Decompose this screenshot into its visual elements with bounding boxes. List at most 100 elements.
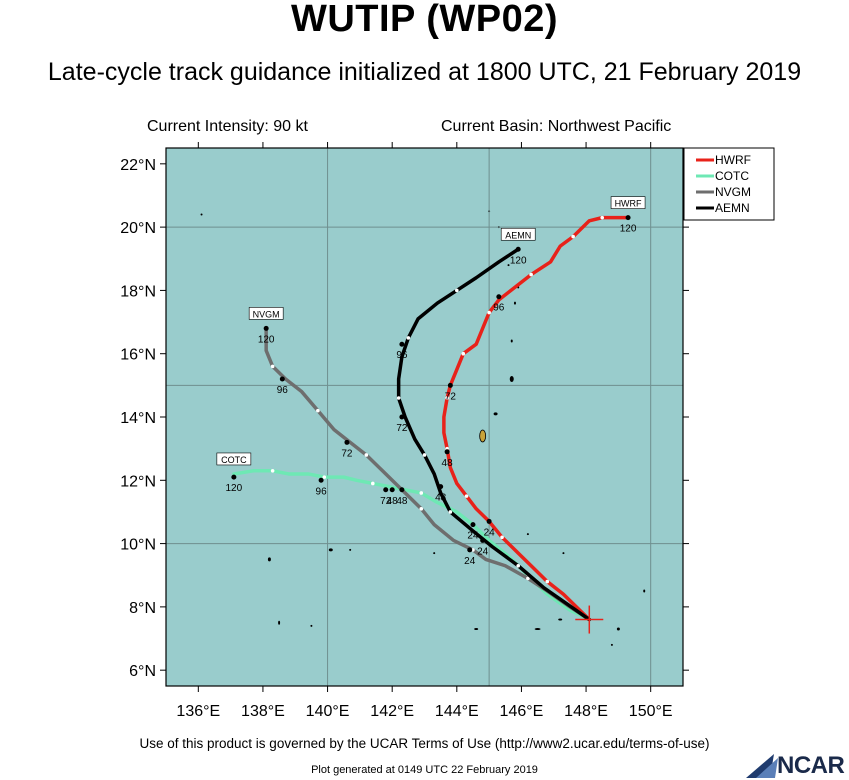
track-point-aemn [396, 396, 401, 400]
forecast-hour-label-nvgm: 48 [396, 496, 408, 507]
island-mark [534, 628, 541, 631]
forecast-hour-dot-cotc [470, 522, 476, 528]
forecast-hour-dot-hwrf [625, 215, 631, 221]
map-background [166, 148, 683, 686]
island-mark [310, 624, 313, 627]
forecast-hour-label-aemn: 120 [510, 255, 527, 266]
plot-generated-timestamp: Plot generated at 0149 UTC 22 February 2… [311, 764, 538, 776]
forecast-hour-dot-nvgm [467, 547, 473, 553]
legend-label-nvgm: NVGM [715, 185, 751, 199]
island-mark [267, 557, 271, 562]
track-point-hwrf [461, 351, 466, 356]
island-mark [616, 627, 620, 631]
x-tick-label: 142°E [370, 703, 414, 720]
end-label-aemn: AEMN [505, 230, 531, 240]
forecast-hour-dot-hwrf [486, 518, 492, 524]
land-layer [200, 210, 646, 646]
island-mark [610, 643, 613, 646]
forecast-hour-dot-aemn [399, 341, 405, 347]
forecast-hour-label-cotc: 24 [467, 531, 479, 542]
track-line-aemn [396, 247, 592, 622]
forecast-hour-dot-cotc [318, 477, 324, 483]
track-point-cotc [419, 491, 424, 495]
track-point-hwrf [487, 310, 491, 315]
island-mark [493, 412, 498, 416]
forecast-hour-label-hwrf: 120 [620, 224, 637, 235]
forecast-hour-label-hwrf: 48 [442, 458, 454, 469]
forecast-hour-dot-aemn [480, 537, 486, 543]
track-point-aemn [516, 563, 521, 568]
chart-subtitle: Late-cycle track guidance initialized at… [47, 58, 802, 86]
x-tick-label: 140°E [306, 703, 350, 720]
island-mark [526, 533, 529, 536]
island-mark [278, 620, 281, 625]
current-basin-label: Current Basin: Northwest Pacific [441, 118, 672, 135]
island-mark [328, 548, 333, 552]
end-label-box-aemn [500, 227, 536, 241]
forecast-hour-label-hwrf: 24 [484, 527, 496, 538]
end-label-nvgm: NVGM [253, 309, 280, 319]
forecast-hour-label-nvgm: 96 [277, 385, 289, 396]
track-point-cotc [270, 469, 275, 473]
legend-label-aemn: AEMN [715, 201, 750, 215]
forecast-hour-dot-nvgm [344, 439, 350, 445]
forecast-hour-dot-hwrf [444, 449, 450, 455]
forecast-hour-label-nvgm: 120 [258, 334, 275, 345]
y-tick-label: 16°N [120, 347, 156, 364]
forecast-hour-dot-aemn [515, 246, 521, 252]
forecast-hour-label-aemn: 96 [396, 350, 408, 361]
island-mark [433, 552, 436, 555]
forecast-hour-dot-cotc [389, 487, 395, 493]
y-tick-label: 20°N [120, 220, 156, 237]
y-tick-label: 12°N [120, 473, 156, 490]
forecast-hour-label-cotc: 48 [387, 496, 399, 507]
forecast-hour-dot-cotc [231, 474, 237, 480]
island-mark [474, 628, 479, 631]
forecast-hour-label-cotc: 72 [380, 496, 392, 507]
track-point-hwrf [600, 215, 605, 220]
end-label-box-nvgm [248, 307, 284, 320]
forecast-hour-dot-aemn [399, 414, 405, 420]
x-tick-label: 138°E [241, 703, 285, 720]
forecast-hour-dot-aemn [438, 484, 444, 490]
island-mark [200, 213, 203, 216]
track-point-aemn [455, 288, 459, 293]
island-mark [509, 376, 514, 383]
track-point-cotc [371, 481, 375, 486]
forecast-hour-label-hwrf: 72 [445, 391, 457, 402]
end-label-box-cotc [216, 452, 252, 466]
track-point-nvgm [270, 364, 275, 369]
forecast-hour-dot-nvgm [279, 376, 285, 382]
island-mark [349, 548, 352, 551]
island-mark [513, 301, 516, 305]
y-tick-label: 6°N [129, 663, 156, 680]
track-point-nvgm [419, 506, 424, 511]
track-point-aemn [448, 510, 453, 514]
x-tick-label: 136°E [176, 703, 220, 720]
forecast-hour-label-nvgm: 24 [464, 556, 476, 567]
forecast-hour-label-cotc: 120 [226, 483, 243, 494]
forecast-hour-dot-hwrf [447, 382, 453, 388]
legend-label-cotc: COTC [715, 169, 749, 183]
forecast-hour-label-hwrf: 96 [493, 303, 505, 314]
track-point-cotc [322, 475, 327, 479]
track-point-aemn [422, 453, 427, 457]
track-point-nvgm [316, 408, 320, 413]
x-tick-label: 146°E [500, 703, 544, 720]
end-label-box-hwrf [610, 196, 646, 209]
x-tick-label: 148°E [564, 703, 608, 720]
track-point-nvgm [364, 453, 369, 457]
current-intensity-label: Current Intensity: 90 kt [147, 118, 308, 135]
y-tick-label: 18°N [120, 283, 156, 300]
forecast-hour-label-aemn: 24 [477, 546, 489, 557]
track-point-nvgm [526, 576, 530, 581]
forecast-hour-dot-hwrf [496, 294, 502, 300]
axis-layer: 136°E 138°E 140°E 142°E 144°E 146°E 148°E 150°E… [120, 142, 689, 720]
y-tick-label: 8°N [129, 600, 156, 617]
ncar-logo-icon [746, 754, 778, 778]
track-point-aemn [406, 336, 411, 340]
track-point-hwrf [464, 494, 469, 498]
island-mark [507, 264, 510, 267]
island-mark [510, 339, 513, 343]
